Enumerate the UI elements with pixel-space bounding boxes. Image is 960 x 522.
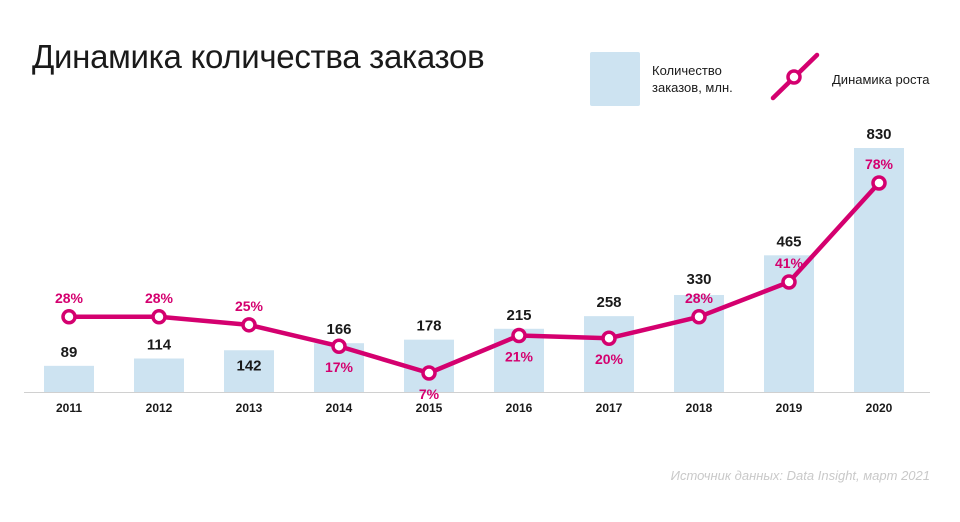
legend-line-swatch	[770, 52, 820, 101]
legend-label-orders: Количество заказов, млн.	[652, 63, 733, 95]
legend-item-orders: Количество заказов, млн.	[590, 52, 762, 106]
bar-2013	[224, 350, 274, 392]
bar-value-label: 89	[61, 344, 78, 361]
growth-pct-label: 28%	[55, 290, 84, 306]
growth-pct-label: 20%	[595, 351, 624, 367]
growth-point-2014	[331, 338, 347, 354]
x-tick-label: 2011	[56, 401, 82, 415]
bar-value-label: 830	[866, 126, 891, 143]
growth-pct-label: 41%	[775, 255, 804, 271]
growth-point-2017	[601, 330, 617, 346]
growth-pct-label: 21%	[505, 349, 534, 365]
bar-value-label: 178	[416, 318, 441, 335]
x-tick-label: 2020	[866, 401, 893, 415]
bar-value-label: 166	[326, 321, 351, 338]
x-tick-label: 2014	[326, 401, 353, 415]
bar-value-label: 465	[776, 233, 801, 250]
x-tick-label: 2018	[686, 401, 713, 415]
bar-2011	[44, 365, 94, 392]
growth-point-2019	[781, 274, 797, 290]
growth-point-2012	[151, 309, 167, 325]
bar-value-label: 142	[236, 357, 261, 374]
legend-item-growth: Динамика роста	[770, 52, 942, 106]
bar-value-label: 330	[686, 271, 711, 288]
growth-line	[66, 180, 882, 376]
growth-pct-label: 17%	[325, 359, 354, 375]
bar-value-label: 258	[596, 294, 621, 311]
legend-label-growth: Динамика роста	[832, 71, 930, 87]
growth-point-2011	[61, 309, 77, 325]
growth-point-2020	[871, 175, 887, 191]
x-tick-label: 2019	[776, 401, 803, 415]
growth-pct-label: 25%	[235, 298, 264, 314]
x-tick-label: 2017	[596, 401, 623, 415]
x-tick-label: 2013	[236, 401, 263, 415]
growth-point-2018	[691, 309, 707, 325]
growth-point-2015	[421, 365, 437, 381]
x-tick-label: 2016	[506, 401, 533, 415]
chart-title: Динамика количества заказов	[32, 38, 485, 75]
bar-2012	[134, 358, 184, 392]
bar-value-label: 114	[147, 336, 172, 353]
bar-value-label: 215	[506, 307, 531, 324]
growth-point-2016	[511, 327, 527, 344]
growth-point-2013	[241, 317, 257, 333]
growth-pct-label: 7%	[419, 386, 440, 402]
bar-2017	[584, 316, 634, 392]
growth-pct-label: 28%	[685, 290, 714, 306]
growth-pct-label: 78%	[865, 156, 894, 172]
x-tick-label: 2015	[416, 401, 443, 415]
source-note: Источник данных: Data Insight, март 2021	[670, 468, 930, 483]
x-tick-label: 2012	[146, 401, 173, 415]
growth-pct-label: 28%	[145, 290, 174, 306]
legend-bar-swatch	[590, 52, 640, 106]
